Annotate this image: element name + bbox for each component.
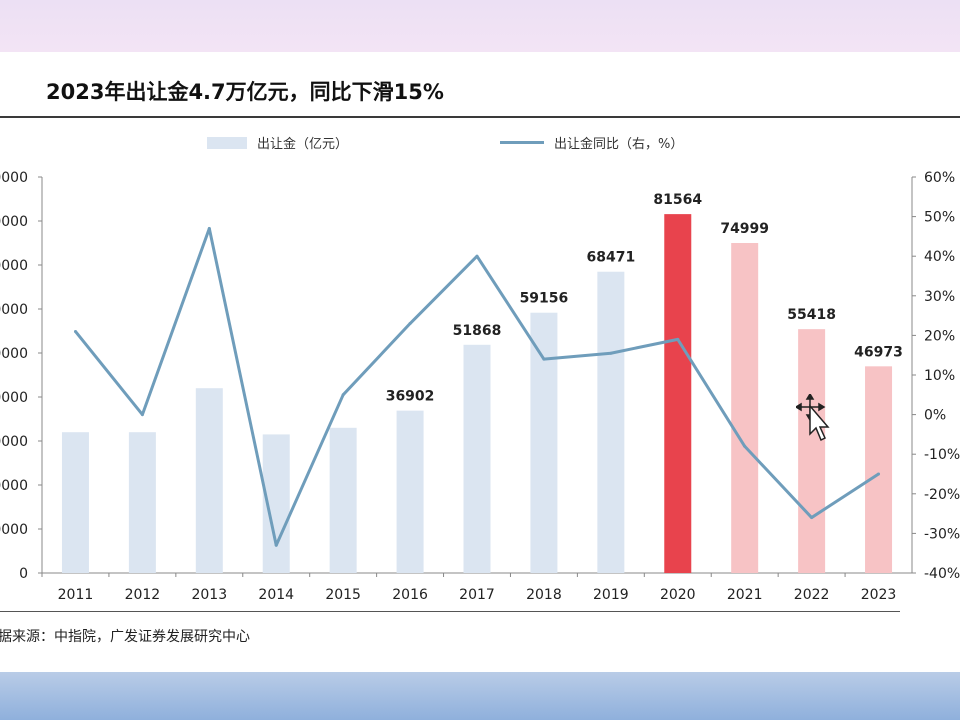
yoy-point-2020 [676,337,680,341]
bar-2015 [329,427,357,573]
bar-2021 [731,243,759,573]
x-tick-label: 2012 [125,587,161,603]
legend-label-line: 出让金同比（右，%） [554,137,684,152]
y-right-tick-label: 30% [924,289,955,305]
y-right-tick-label: -40% [924,566,960,582]
bar-2019 [597,271,625,573]
chart-title: 2023年出让金4.7万亿元，同比下滑15% [46,80,444,104]
bar-2016 [396,410,424,573]
bar-2020 [664,214,692,573]
legend-item-line: 出让金同比（右，%） [500,133,683,152]
bar-2017 [463,344,491,573]
x-tick-label: 2013 [191,587,227,603]
x-tick-label: 2011 [58,587,94,603]
x-tick-label: 2018 [526,587,562,603]
yoy-point-2017 [475,254,479,258]
y-right-tick-label: 20% [924,328,955,344]
move-cursor-icon [796,394,830,442]
header-band [0,0,960,52]
title-divider [0,116,960,118]
bar-data-label: 81564 [653,192,702,208]
legend-item-bars: 出让金（亿元） [207,133,348,152]
x-tick-label: 2014 [258,587,294,603]
x-tick-label: 2021 [727,587,763,603]
chart-legend: 出让金（亿元） 出让金同比（右，%） [0,133,960,155]
legend-bar-swatch [207,136,247,149]
y-right-tick-label: 0% [924,408,946,424]
x-tick-label: 2023 [861,587,897,603]
footer-band [0,672,960,720]
x-tick-label: 2016 [392,587,428,603]
x-tick-label: 2022 [794,587,830,603]
bar-data-label: 59156 [520,291,569,307]
bar-2013 [195,388,223,573]
yoy-point-2023 [877,472,881,476]
yoy-point-2012 [140,413,144,417]
legend-label-bars: 出让金（亿元） [257,137,349,152]
bar-data-label: 46973 [854,344,903,360]
bar-data-label: 55418 [787,307,836,323]
bar-data-label: 74999 [720,221,769,237]
yoy-point-2013 [207,226,211,230]
legend-line-swatch [500,141,544,144]
bar-2022 [798,329,826,573]
x-tick-label: 2017 [459,587,495,603]
yoy-point-2021 [743,444,747,448]
bar-2023 [865,366,893,573]
y-right-tick-label: -20% [924,487,960,503]
yoy-point-2015 [341,393,345,397]
yoy-point-2014 [274,543,278,547]
y-right-tick-label: 40% [924,249,955,265]
bar-2018 [530,312,558,573]
yoy-point-2016 [408,322,412,326]
bar-2011 [61,432,89,573]
x-tick-label: 2015 [325,587,361,603]
bar-data-label: 36902 [386,389,435,405]
y-right-tick-label: -30% [924,526,960,542]
yoy-point-2019 [609,351,613,355]
y-right-tick-label: -10% [924,447,960,463]
y-right-tick-label: 50% [924,210,955,226]
yoy-point-2022 [810,516,814,520]
y-right-tick-label: 10% [924,368,955,384]
y-left-tick-label: 0 [19,566,28,582]
x-tick-label: 2020 [660,587,696,603]
source-note: 据来源：中指院，广发证券发展研究中心 [0,629,250,645]
yoy-point-2018 [542,357,546,361]
y-right-tick-label: 60% [924,170,955,186]
source-divider [0,611,900,612]
bar-data-label: 51868 [453,323,502,339]
bar-data-label: 68471 [586,250,635,266]
x-tick-label: 2019 [593,587,629,603]
bar-2012 [128,432,156,573]
yoy-point-2011 [73,329,77,333]
